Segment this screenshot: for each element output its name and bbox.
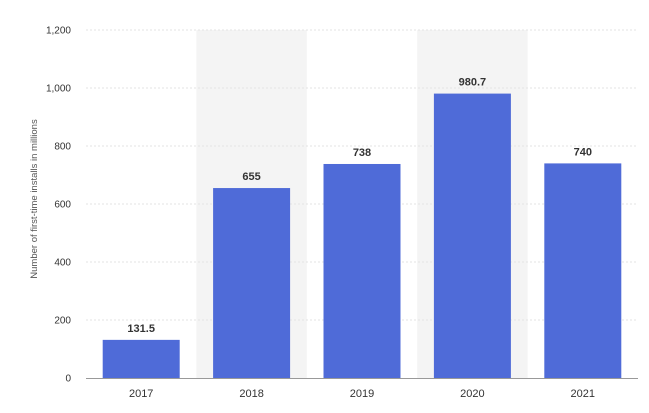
y-axis-title: Number of first-time installs in million… <box>29 119 40 279</box>
bars <box>102 93 622 379</box>
y-tick-label: 200 <box>54 316 71 327</box>
bar-2017[interactable] <box>102 339 180 378</box>
x-tick-label: 2018 <box>239 388 263 400</box>
x-tick-label: 2017 <box>129 388 153 400</box>
y-tick-label: 800 <box>54 142 71 153</box>
data-label: 655 <box>242 171 260 183</box>
data-label: 740 <box>574 146 592 158</box>
y-tick-label: 400 <box>54 258 71 269</box>
x-tick-label: 2021 <box>571 388 595 400</box>
bar-2020[interactable] <box>433 93 511 379</box>
x-tick-label: 2019 <box>350 388 374 400</box>
data-label: 980.7 <box>459 77 487 89</box>
data-labels: 131.5 655 738 980.7 740 <box>127 77 592 335</box>
data-label: 738 <box>353 147 371 159</box>
bar-2021[interactable] <box>544 163 622 378</box>
y-tick-label: 0 <box>65 374 71 385</box>
bar-2019[interactable] <box>323 163 401 378</box>
y-tick-label: 600 <box>54 200 71 211</box>
x-tick-labels: 2017 2018 2019 2020 2021 <box>129 388 595 400</box>
x-tick-label: 2020 <box>460 388 484 400</box>
y-tick-label: 1,000 <box>46 84 71 95</box>
y-tick-label: 1,200 <box>46 26 71 37</box>
data-label: 131.5 <box>127 323 155 335</box>
bar-2018[interactable] <box>213 188 291 378</box>
y-tick-labels: 0 200 400 600 800 1,000 1,200 <box>46 26 71 385</box>
